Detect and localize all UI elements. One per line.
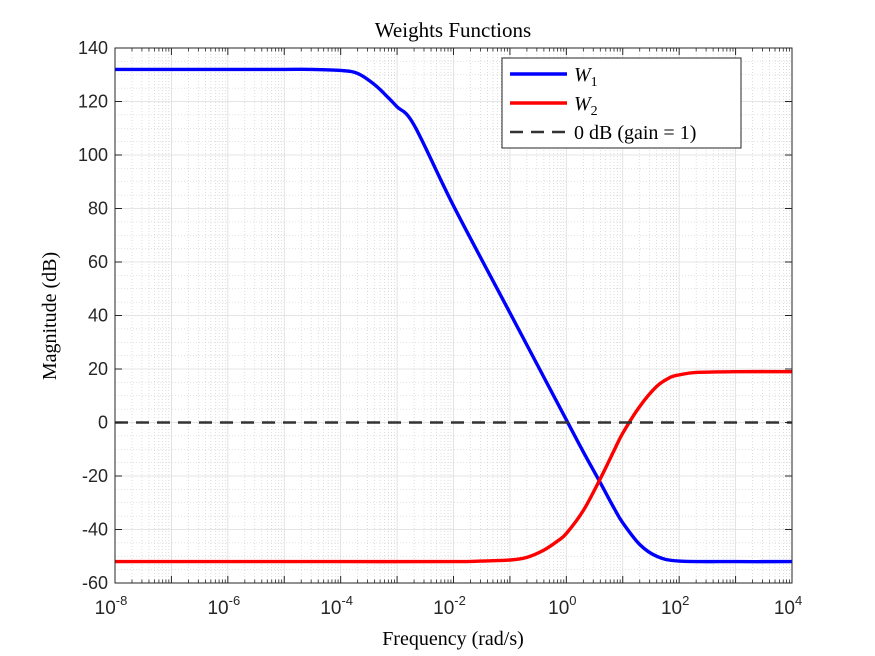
legend-label-subscript: 2: [591, 104, 598, 119]
y-tick-label: 80: [88, 199, 108, 219]
legend-label-name: W: [574, 93, 593, 115]
x-tick-label-exponent: 4: [795, 593, 802, 608]
y-tick-label: 100: [78, 145, 108, 165]
x-tick-label-base: 10: [548, 598, 569, 619]
y-tick-label: 20: [88, 359, 108, 379]
y-axis-label: Magnitude (dB): [39, 252, 61, 380]
y-tick-label: 60: [88, 252, 108, 272]
series-layer: [115, 67, 792, 564]
x-tick-label-exponent: -2: [454, 593, 466, 608]
chart-title: Weights Functions: [375, 18, 531, 42]
x-tick-label-exponent: -6: [229, 593, 241, 608]
series-line-2: [115, 369, 792, 564]
legend-label-subscript: 1: [591, 75, 598, 90]
x-tick-label-base: 10: [661, 598, 682, 619]
x-tick-label-base: 10: [774, 598, 795, 619]
y-tick-label: -40: [82, 520, 108, 540]
x-tick-labels: 10-8 10-6 10-4 10-2 100 102 104: [95, 593, 803, 619]
legend-label-1: W1: [574, 64, 598, 90]
x-tick-label-base: 10: [95, 598, 116, 619]
y-tick-labels: -60 -40 -20 0 20 40 60 80 100 120 140: [78, 38, 108, 593]
x-tick-label-exponent: 2: [682, 593, 689, 608]
x-tick-label-exponent: 0: [569, 593, 576, 608]
x-tick-label-base: 10: [433, 598, 454, 619]
x-tick-label: 100: [548, 593, 576, 619]
legend-label-2: W2: [574, 93, 598, 119]
y-tick-label: -60: [82, 573, 108, 593]
y-tick-label: 40: [88, 306, 108, 326]
x-tick-label: 10-6: [207, 593, 240, 619]
legend-label-3: 0 dB (gain = 1): [574, 122, 696, 144]
x-tick-label-exponent: -8: [116, 593, 128, 608]
x-tick-label: 104: [774, 593, 802, 619]
series-line-1: [115, 67, 792, 564]
x-axis-label: Frequency (rad/s): [382, 628, 524, 650]
legend-label-name: W: [574, 64, 593, 86]
x-tick-label-exponent: -4: [341, 593, 353, 608]
x-tick-label: 10-4: [320, 593, 353, 619]
x-tick-label: 10-2: [433, 593, 466, 619]
y-tick-label: -20: [82, 466, 108, 486]
legend-label-name: 0 dB (gain = 1): [574, 122, 696, 144]
x-tick-label: 102: [661, 593, 689, 619]
tick-marks: [114, 47, 793, 584]
x-tick-label: 10-8: [95, 593, 128, 619]
y-tick-label: 120: [78, 92, 108, 112]
y-tick-label: 0: [98, 413, 108, 433]
x-tick-label-base: 10: [320, 598, 341, 619]
grid: [114, 47, 793, 584]
x-tick-label-base: 10: [207, 598, 228, 619]
y-tick-label: 140: [78, 38, 108, 58]
